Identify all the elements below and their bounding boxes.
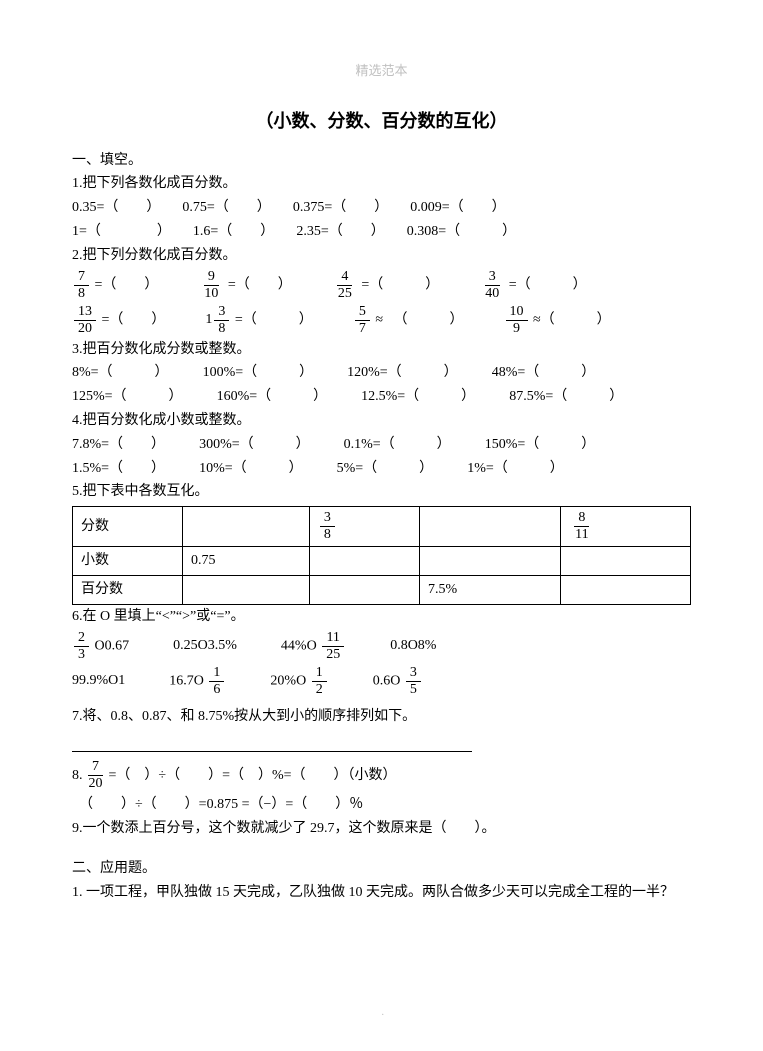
q2-r2-2: 57 ≈ （ ） — [353, 303, 464, 338]
q8-post: =（ ）÷（ ）=（ ）%=（ ）（小数） — [109, 764, 397, 788]
q1-label: 1.把下列各数化成百分数。 — [72, 172, 691, 196]
q2-label: 2.把下列分数化成百分数。 — [72, 244, 691, 268]
q3-r1-2: 120%=（ ） — [347, 361, 458, 385]
q4-r2-3: 1%=（ ） — [467, 457, 564, 481]
q5-row-pct: 百分数 — [73, 576, 183, 605]
q4-label: 4.把百分数化成小数或整数。 — [72, 409, 691, 433]
footer-mark: . — [382, 1004, 385, 1021]
q1-r1-3: 0.009=（ ） — [410, 196, 505, 220]
q3-r1-1: 100%=（ ） — [203, 361, 314, 385]
q6-r1-1: 0.25O3.5% — [173, 634, 237, 658]
section-2-header: 二、应用题。 — [72, 857, 691, 881]
q2-r1-3: 340 =（ ） — [479, 268, 586, 303]
q5-cell — [561, 547, 691, 576]
q2-r2-0: 1320 =（ ） — [72, 303, 165, 338]
q9: 9.一个数添上百分号，这个数就减少了 29.7，这个数原来是（ ）。 — [72, 817, 691, 841]
q6-label: 6.在 O 里填上“<”“>”或“=”。 — [72, 605, 691, 629]
q6-r1-2: 44%O 1125 — [281, 629, 346, 664]
q1-r2-0: 1=（ ） — [72, 220, 171, 244]
q3-row2: 125%=（ ） 160%=（ ） 12.5%=（ ） 87.5%=（ ） — [72, 385, 691, 409]
q4-r1-2: 0.1%=（ ） — [344, 433, 451, 457]
q3-r2-0: 125%=（ ） — [72, 385, 183, 409]
q1-r1-2: 0.375=（ ） — [293, 196, 388, 220]
q1-r1-1: 0.75=（ ） — [182, 196, 270, 220]
q4-r1-3: 150%=（ ） — [485, 433, 596, 457]
q5-cell: 7.5% — [419, 576, 560, 605]
q3-r2-1: 160%=（ ） — [217, 385, 328, 409]
q5-cell: 38 — [309, 507, 419, 547]
q1-r1-0: 0.35=（ ） — [72, 196, 160, 220]
q8-frac: 720 — [85, 760, 107, 791]
q5-cell: 0.75 — [183, 547, 310, 576]
q4-row2: 1.5%=（ ） 10%=（ ） 5%=（ ） 1%=（ ） — [72, 457, 691, 481]
q4-r2-1: 10%=（ ） — [199, 457, 303, 481]
section-1-header: 一、填空。 — [72, 149, 691, 173]
q2-r1-2: 425 =（ ） — [332, 268, 439, 303]
q5-row-dec: 小数 — [73, 547, 183, 576]
q1-r2-3: 0.308=（ ） — [407, 220, 516, 244]
q5-cell — [561, 576, 691, 605]
watermark: 精选范本 — [72, 60, 691, 82]
q2-r2-1: 138 =（ ） — [205, 303, 312, 338]
q2-r1-0: 78 =（ ） — [72, 268, 158, 303]
q5-cell — [309, 576, 419, 605]
q6-r2-3: 0.6O 35 — [373, 664, 423, 699]
q3-r2-3: 87.5%=（ ） — [509, 385, 623, 409]
q2-row2: 1320 =（ ） 138 =（ ） 57 ≈ （ ） 109 ≈（ ） — [72, 303, 691, 338]
q8-line1: 8. 720 =（ ）÷（ ）=（ ）%=（ ）（小数） — [72, 758, 691, 793]
q6-r2-2: 20%O 12 — [270, 664, 328, 699]
q1-row1: 0.35=（ ） 0.75=（ ） 0.375=（ ） 0.009=（ ） — [72, 196, 691, 220]
app-q1: 1. 一项工程，甲队独做 15 天完成，乙队独做 10 天完成。两队合做多少天可… — [72, 881, 691, 905]
q2-row1: 78 =（ ） 910 =（ ） 425 =（ ） 340 =（ ） — [72, 268, 691, 303]
q4-r2-0: 1.5%=（ ） — [72, 457, 165, 481]
q8-pre: 8. — [72, 764, 83, 788]
q5-cell — [419, 507, 560, 547]
q6-r1-0: 23 O0.67 — [72, 629, 129, 664]
page-title: （小数、分数、百分数的互化） — [72, 106, 691, 137]
q5-cell — [309, 547, 419, 576]
q7-blank — [72, 732, 472, 752]
q5-cell — [183, 507, 310, 547]
q3-label: 3.把百分数化成分数或整数。 — [72, 338, 691, 362]
q3-row1: 8%=（ ） 100%=（ ） 120%=（ ） 48%=（ ） — [72, 361, 691, 385]
q3-r2-2: 12.5%=（ ） — [361, 385, 475, 409]
q6-row1: 23 O0.67 0.25O3.5% 44%O 1125 0.8O8% — [72, 629, 691, 664]
q1-row2: 1=（ ） 1.6=（ ） 2.35=（ ） 0.308=（ ） — [72, 220, 691, 244]
q5-label: 5.把下表中各数互化。 — [72, 480, 691, 504]
q5-table: 分数 38 811 小数 0.75 百分数 7.5% — [72, 506, 691, 605]
q1-r2-2: 2.35=（ ） — [296, 220, 384, 244]
q7-label: 7.将、0.8、0.87、和 8.75%按从大到小的顺序排列如下。 — [72, 705, 691, 729]
q6-r1-3: 0.8O8% — [390, 634, 436, 658]
q5-cell — [419, 547, 560, 576]
q3-r1-0: 8%=（ ） — [72, 361, 169, 385]
q6-row2: 99.9%O1 16.7O 16 20%O 12 0.6O 35 — [72, 664, 691, 699]
q5-row-frac: 分数 — [73, 507, 183, 547]
q4-row1: 7.8%=（ ） 300%=（ ） 0.1%=（ ） 150%=（ ） — [72, 433, 691, 457]
q1-r2-1: 1.6=（ ） — [193, 220, 274, 244]
q2-r2-3: 109 ≈（ ） — [504, 303, 611, 338]
q3-r1-3: 48%=（ ） — [492, 361, 596, 385]
q2-r1-1: 910 =（ ） — [198, 268, 291, 303]
q4-r1-1: 300%=（ ） — [199, 433, 310, 457]
q6-r2-0: 99.9%O1 — [72, 669, 125, 693]
q4-r1-0: 7.8%=（ ） — [72, 433, 165, 457]
q6-r2-1: 16.7O 16 — [169, 664, 226, 699]
q8-line2: （ ）÷（ ）=0.875 =（−）=（ ）％ — [72, 793, 691, 817]
q5-cell — [183, 576, 310, 605]
q4-r2-2: 5%=（ ） — [337, 457, 434, 481]
q5-cell: 811 — [561, 507, 691, 547]
